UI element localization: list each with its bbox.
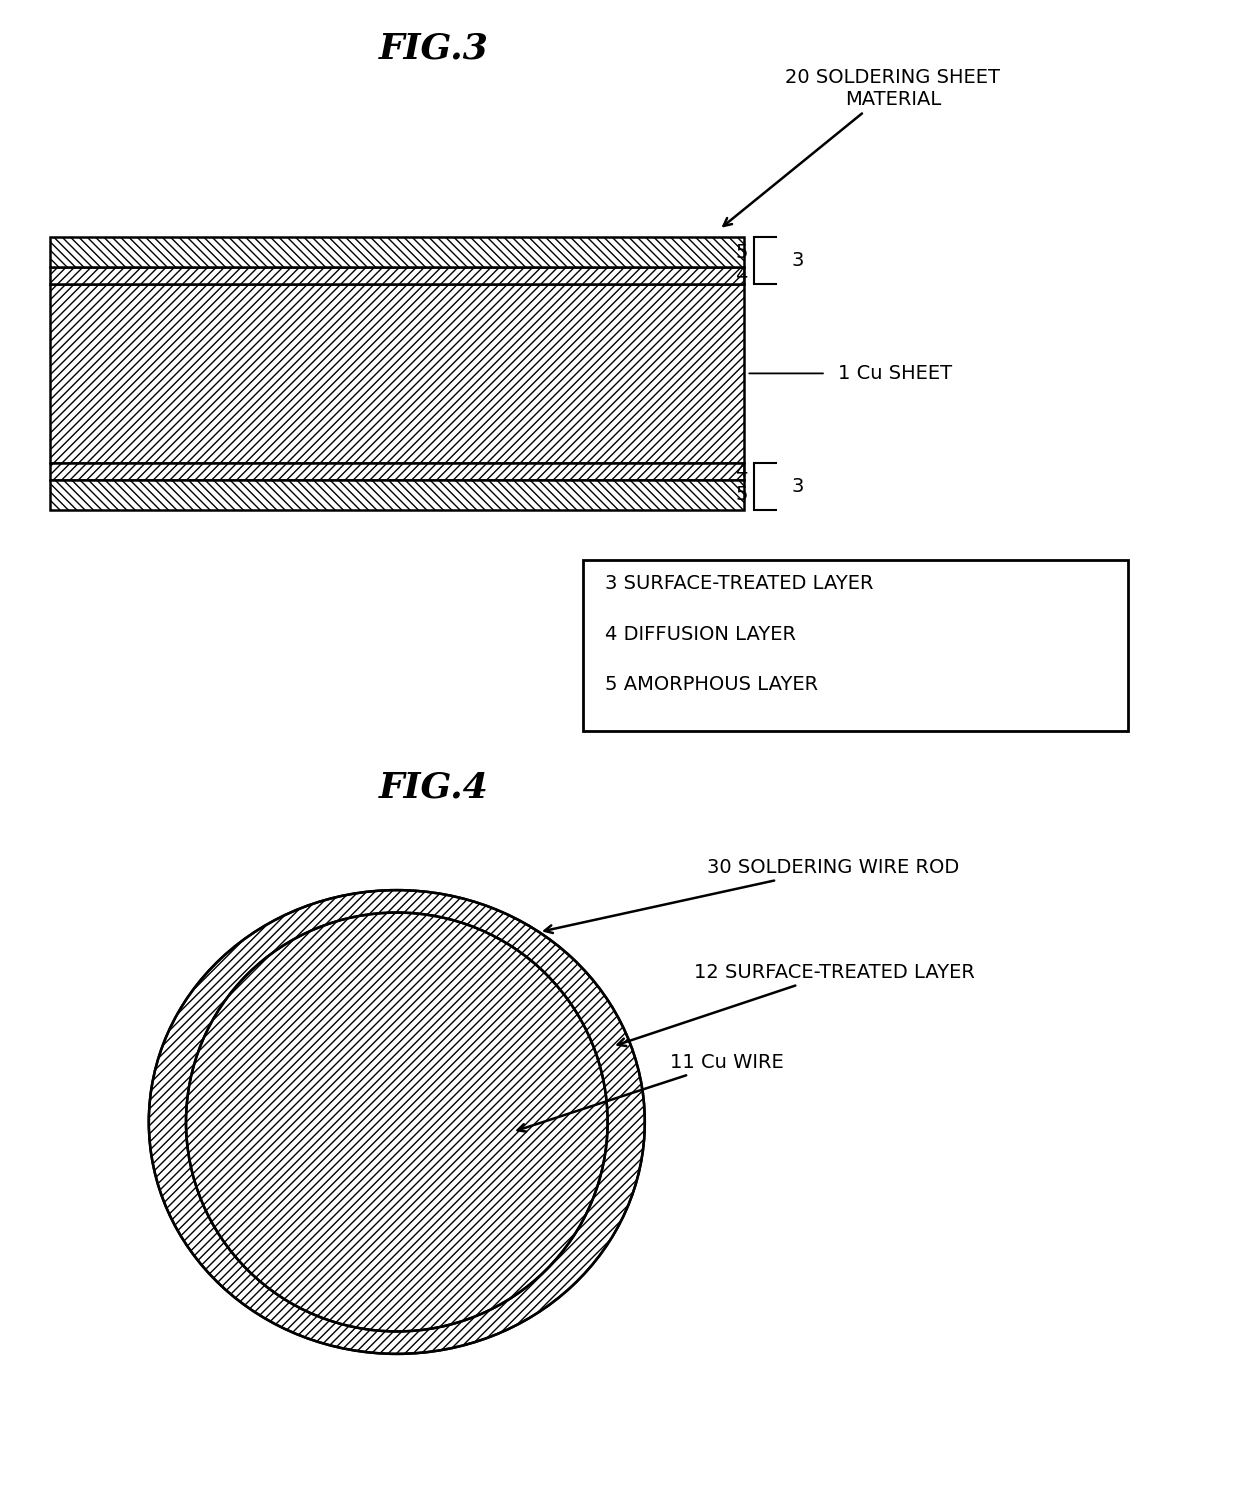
Text: 5 AMORPHOUS LAYER: 5 AMORPHOUS LAYER <box>605 675 818 694</box>
Text: FIG.4: FIG.4 <box>379 770 489 805</box>
Bar <box>50 284 744 462</box>
Bar <box>50 284 744 462</box>
Bar <box>50 238 744 266</box>
Text: 4: 4 <box>735 266 748 284</box>
Text: 20 SOLDERING SHEET
MATERIAL: 20 SOLDERING SHEET MATERIAL <box>723 67 1001 226</box>
Text: 5: 5 <box>735 485 748 504</box>
Text: 30 SOLDERING WIRE ROD: 30 SOLDERING WIRE ROD <box>544 859 959 934</box>
Bar <box>50 266 744 284</box>
Bar <box>50 480 744 510</box>
Text: FIG.3: FIG.3 <box>379 31 489 66</box>
Bar <box>50 462 744 480</box>
Text: 4: 4 <box>735 462 748 480</box>
Text: 3: 3 <box>791 251 804 271</box>
Bar <box>50 266 744 284</box>
FancyBboxPatch shape <box>583 560 1128 732</box>
Text: 3: 3 <box>791 477 804 495</box>
Bar <box>50 462 744 480</box>
Text: 1 Cu SHEET: 1 Cu SHEET <box>838 364 952 383</box>
Text: 11 Cu WIRE: 11 Cu WIRE <box>517 1053 784 1131</box>
Text: 4 DIFFUSION LAYER: 4 DIFFUSION LAYER <box>605 625 796 643</box>
Text: 3 SURFACE-TREATED LAYER: 3 SURFACE-TREATED LAYER <box>605 574 874 592</box>
Text: 12 SURFACE-TREATED LAYER: 12 SURFACE-TREATED LAYER <box>618 963 976 1046</box>
Ellipse shape <box>149 890 645 1354</box>
Bar <box>50 238 744 266</box>
Text: 5: 5 <box>735 242 748 262</box>
Bar <box>50 480 744 510</box>
Ellipse shape <box>186 913 608 1331</box>
